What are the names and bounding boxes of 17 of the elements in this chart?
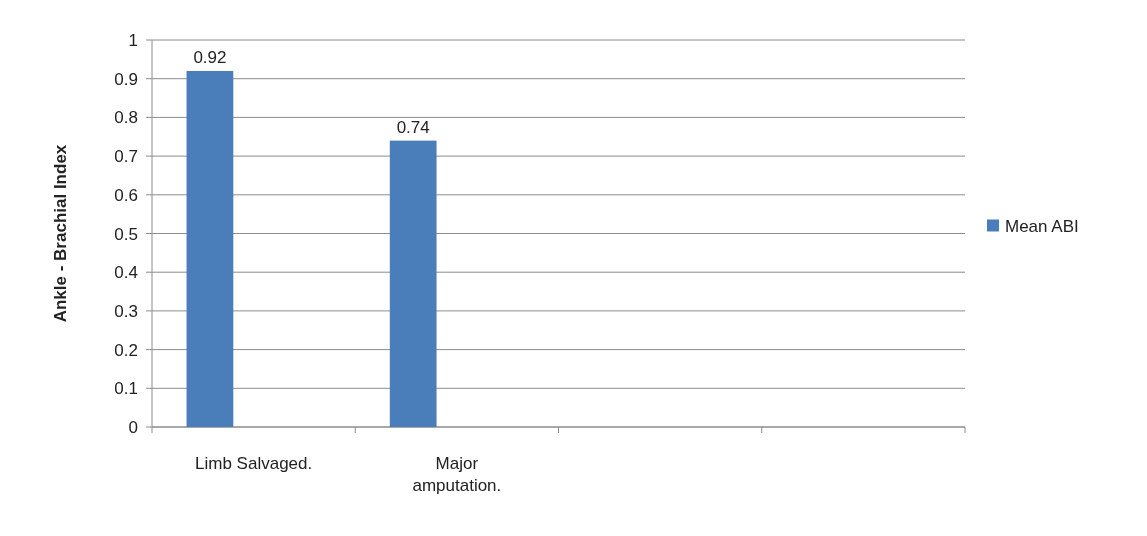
- y-tick-label: 0.1: [114, 379, 138, 399]
- y-tick-label: 0.6: [114, 185, 138, 205]
- data-label: 0.92: [193, 47, 227, 67]
- y-tick-label: 0.5: [114, 224, 138, 244]
- y-tick-label: 0.3: [114, 301, 138, 321]
- y-tick-label: 0: [128, 418, 138, 437]
- y-tick-label: 0.4: [114, 263, 138, 283]
- y-tick-label: 0.2: [114, 340, 138, 360]
- y-axis-title: Ankle - Brachial Index: [51, 144, 70, 323]
- y-tick-label: 0.9: [114, 69, 138, 89]
- y-tick-label: 0.7: [114, 147, 138, 167]
- y-tick-label: 1: [128, 31, 138, 50]
- x-tick-label: Major amputation.: [412, 454, 502, 495]
- y-tick-label: 0.8: [114, 108, 138, 128]
- legend-label: Mean ABI: [1005, 216, 1079, 236]
- x-tick-label: Limb Salvaged.: [195, 454, 313, 473]
- data-label: 0.74: [396, 117, 430, 137]
